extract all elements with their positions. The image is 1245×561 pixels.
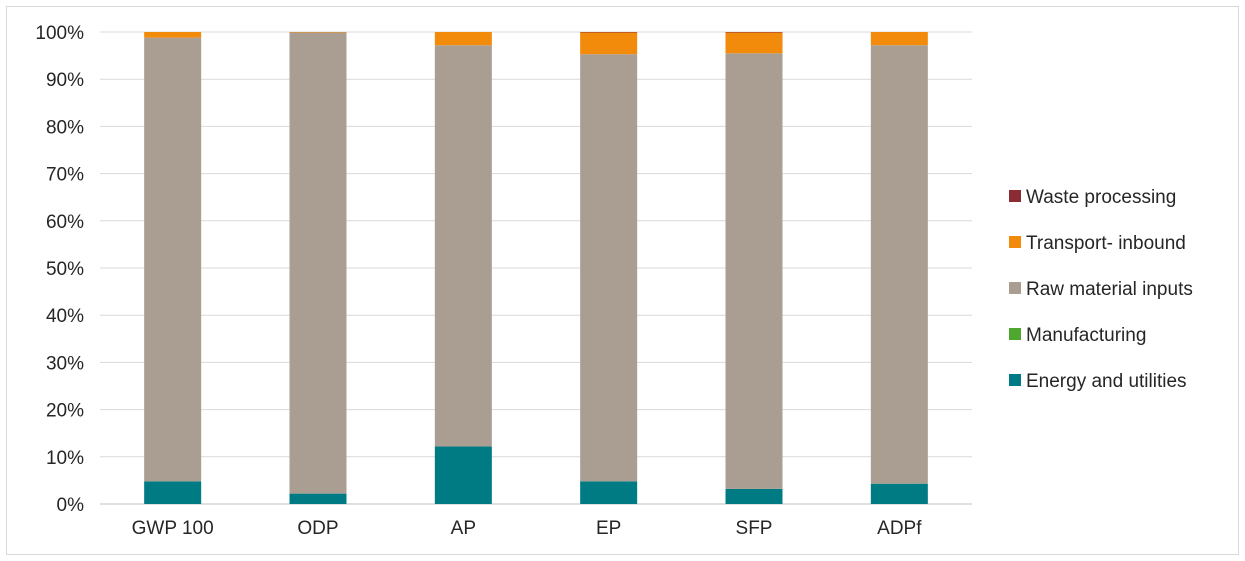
bar-segment [870,483,928,504]
x-tick-label: ODP [297,518,338,539]
legend-label: Raw material inputs [1026,279,1193,300]
x-axis: GWP 100 ODP AP EP SFP ADPf [132,518,923,539]
x-tick-label: GWP 100 [132,518,214,539]
y-tick-label: 30% [46,353,84,374]
bar-segment [870,32,928,46]
bar-segment [434,446,492,504]
bar-segment [580,32,638,55]
bar-segment [144,32,202,38]
bar-segment [434,32,492,46]
y-tick-label: 10% [46,448,84,469]
legend: Waste processing Transport- inbound Raw ma… [1009,187,1193,392]
legend-swatch [1009,374,1021,386]
legend-label: Manufacturing [1026,325,1146,346]
legend-swatch [1009,328,1021,340]
bar-segment [434,45,492,447]
y-tick-label: 70% [46,165,84,186]
bar-segment [144,481,202,504]
y-tick-label: 100% [35,23,84,44]
bar-segment [289,32,347,494]
gridlines [100,31,972,505]
bar-segment [144,37,202,482]
x-tick-label: AP [451,518,476,539]
bar-segment [289,493,347,504]
legend-swatch [1009,190,1021,202]
y-tick-label: 60% [46,212,84,233]
y-tick-label: 50% [46,259,84,280]
x-tick-label: SFP [736,518,773,539]
y-tick-label: 20% [46,401,84,422]
legend-swatch [1009,282,1021,294]
legend-label: Transport- inbound [1026,233,1186,254]
x-tick-label: ADPf [877,518,922,539]
legend-label: Energy and utilities [1026,371,1187,392]
y-tick-label: 40% [46,306,84,327]
x-tick-label: EP [596,518,621,539]
bar-segment [580,481,638,504]
bar-segment [870,45,928,484]
y-tick-label: 80% [46,117,84,138]
bar-segment [725,488,783,504]
y-tick-label: 0% [57,495,85,516]
legend-label: Waste processing [1026,187,1176,208]
legend-swatch [1009,236,1021,248]
bar-segment [725,53,783,489]
y-axis: 0% 10% 20% 30% 40% 50% 60% 70% 80% 90% 100% [35,23,84,516]
bar-segment [580,54,638,482]
bar-segment [725,32,783,54]
y-tick-label: 90% [46,70,84,91]
bars [144,32,928,504]
